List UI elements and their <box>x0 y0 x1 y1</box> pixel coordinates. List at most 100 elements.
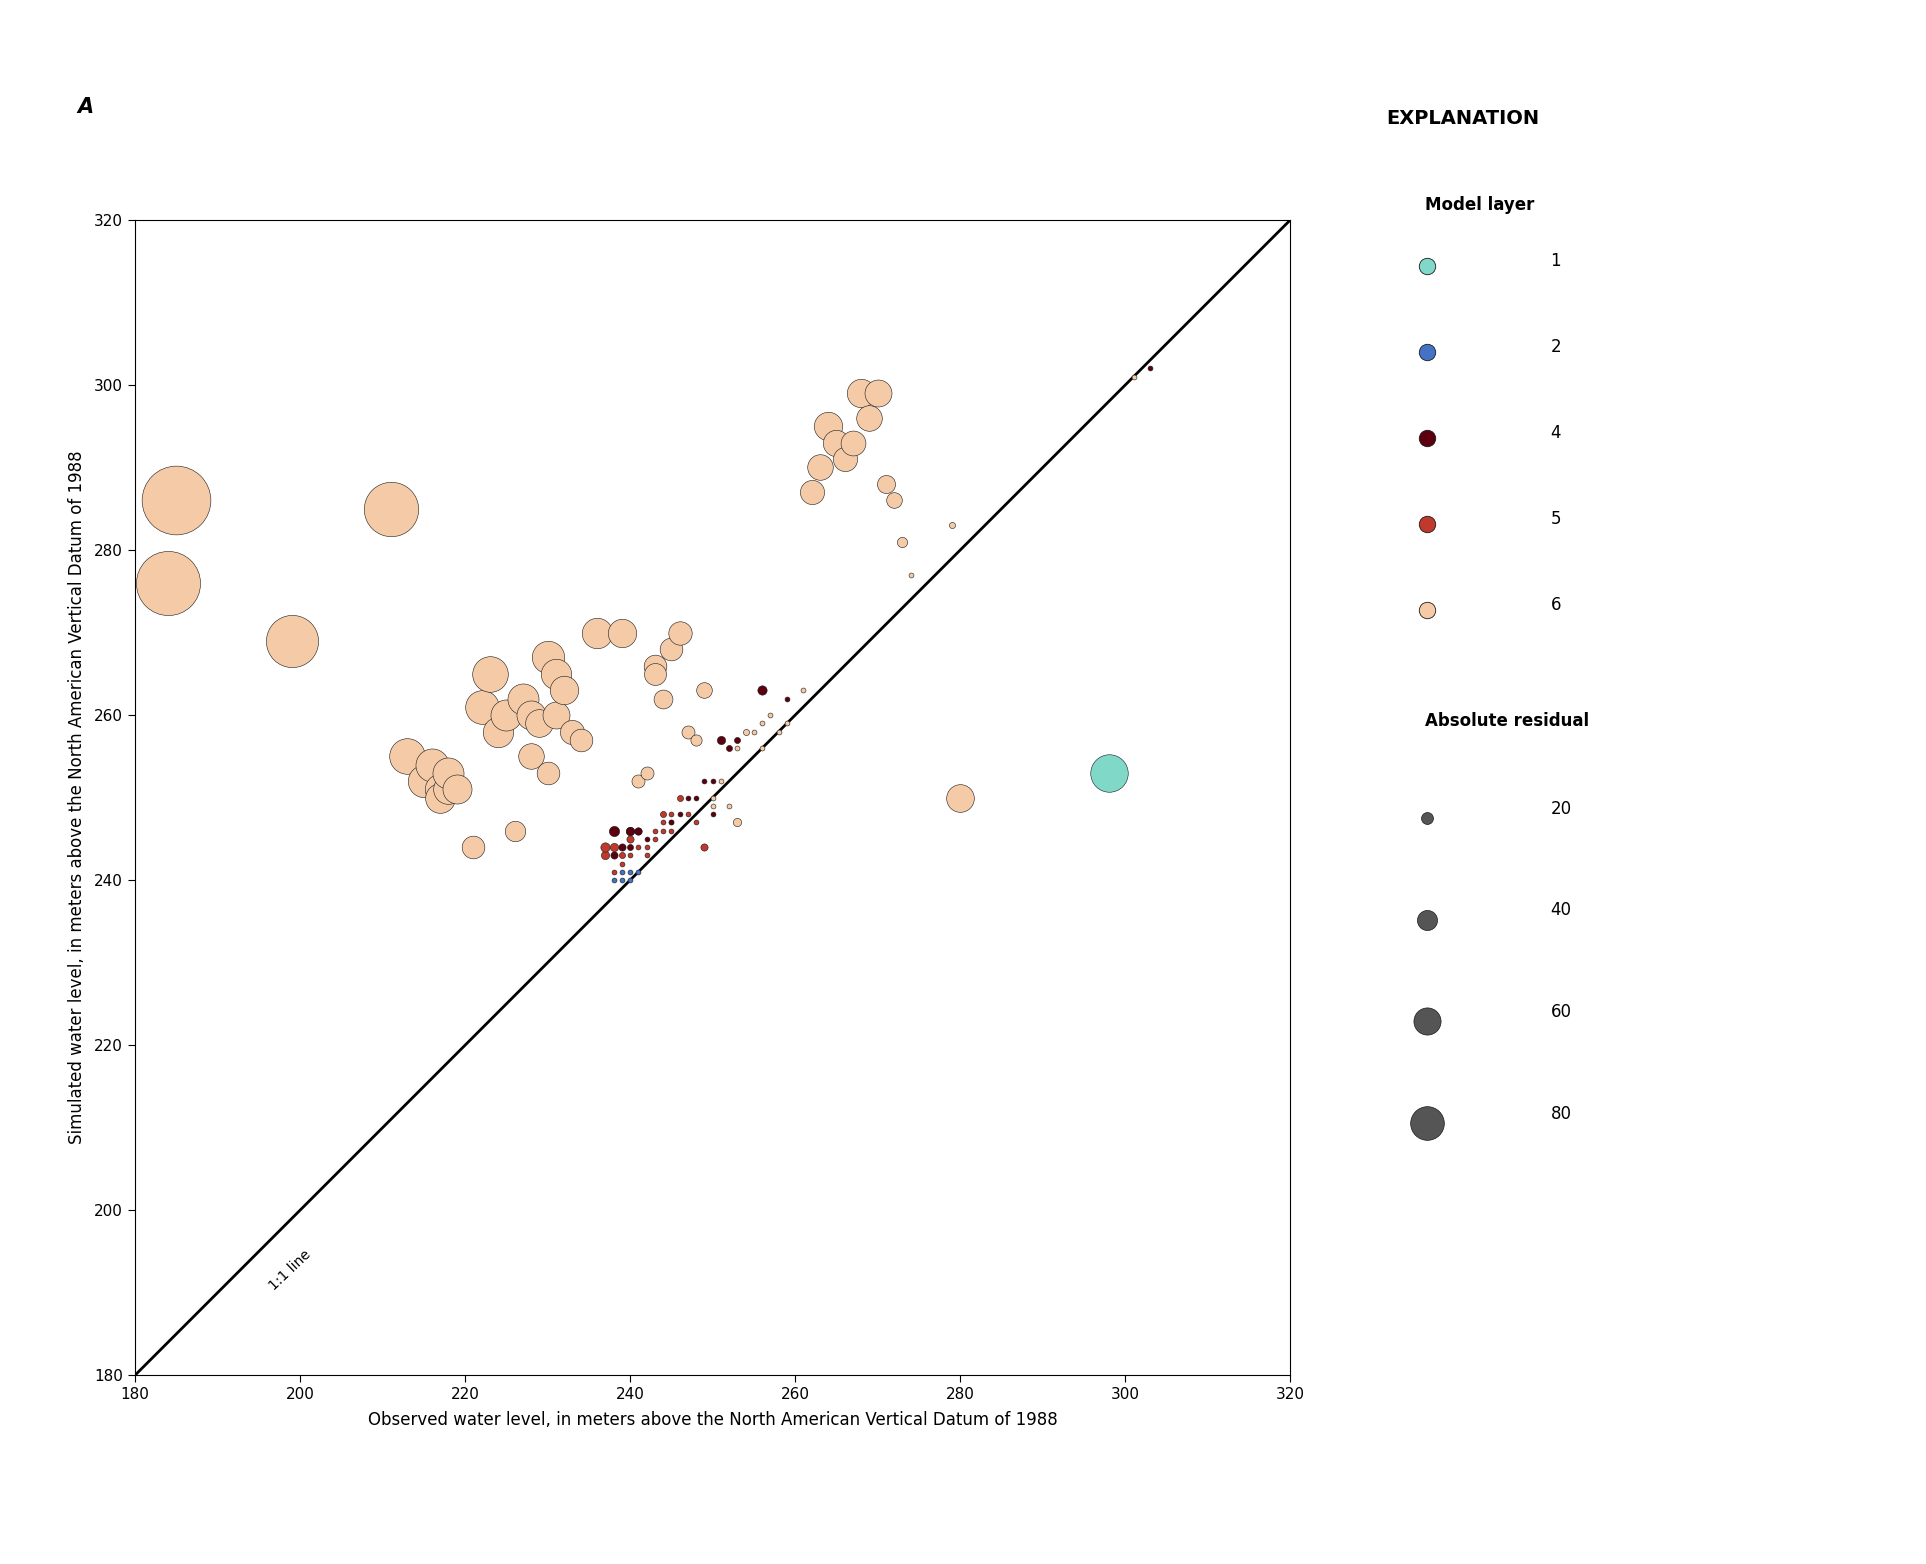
Point <box>639 654 670 679</box>
Point <box>599 835 630 860</box>
Point <box>614 859 645 884</box>
Text: 20: 20 <box>1550 799 1572 818</box>
Text: 1: 1 <box>1550 252 1562 271</box>
Text: 2: 2 <box>1550 338 1562 357</box>
Point <box>664 785 695 810</box>
Point <box>647 818 678 843</box>
Point <box>680 785 711 810</box>
Point <box>863 380 894 405</box>
Point <box>722 810 753 835</box>
Point <box>622 768 653 793</box>
Point <box>516 744 547 769</box>
Point <box>838 430 869 455</box>
Point <box>697 793 728 818</box>
Point <box>622 818 653 843</box>
Point <box>788 677 819 702</box>
Point <box>647 802 678 827</box>
Point <box>532 760 562 785</box>
Point <box>516 702 547 727</box>
Point <box>599 859 630 884</box>
Text: 5: 5 <box>1550 510 1560 529</box>
Text: 1:1 line: 1:1 line <box>268 1247 314 1293</box>
Point <box>772 712 803 737</box>
Point <box>1412 907 1443 932</box>
Point <box>672 719 703 744</box>
Point <box>632 826 663 851</box>
Point <box>614 843 645 868</box>
Point <box>614 868 645 893</box>
Point <box>433 760 464 785</box>
Point <box>614 818 645 843</box>
X-axis label: Observed water level, in meters above the North American Vertical Datum of 1988: Observed water level, in meters above th… <box>368 1411 1057 1428</box>
Point <box>755 702 786 727</box>
Point <box>1119 364 1150 389</box>
Point <box>680 810 711 835</box>
Point <box>657 802 688 827</box>
Point <box>607 835 638 860</box>
Point <box>830 447 861 472</box>
Point <box>936 513 967 538</box>
Point <box>532 644 562 669</box>
Point <box>632 835 663 860</box>
Point <box>1412 1110 1443 1135</box>
Point <box>622 835 653 860</box>
Point <box>1412 805 1443 830</box>
Point <box>1134 357 1165 382</box>
Point <box>672 802 703 827</box>
Point <box>680 727 711 752</box>
Point <box>599 843 630 868</box>
Point <box>408 768 439 793</box>
Point <box>715 793 745 818</box>
Point <box>747 735 778 760</box>
Point <box>690 677 720 702</box>
Point <box>657 810 688 835</box>
Point <box>483 719 514 744</box>
Point <box>795 480 826 505</box>
Point <box>275 629 306 654</box>
Point <box>466 694 497 719</box>
Point <box>1412 253 1443 278</box>
Point <box>853 405 884 430</box>
Point <box>622 818 653 843</box>
Text: EXPLANATION: EXPLANATION <box>1387 109 1541 128</box>
Point <box>614 835 645 860</box>
Point <box>672 785 703 810</box>
Point <box>871 471 901 496</box>
Point <box>820 430 851 455</box>
Point <box>772 687 803 712</box>
Point <box>697 802 728 827</box>
Point <box>690 835 720 860</box>
Point <box>458 835 489 860</box>
Point <box>433 777 464 802</box>
Text: 60: 60 <box>1550 1003 1572 1021</box>
Point <box>474 662 505 687</box>
Point <box>647 687 678 712</box>
Point <box>416 752 447 777</box>
Point <box>589 843 620 868</box>
Point <box>639 662 670 687</box>
Point <box>589 835 620 860</box>
Point <box>1412 1009 1443 1034</box>
Point <box>763 719 794 744</box>
Point <box>657 637 688 662</box>
Point <box>599 868 630 893</box>
Point <box>607 859 638 884</box>
Point <box>376 496 406 521</box>
Point <box>152 571 183 596</box>
Point <box>805 455 836 480</box>
Point <box>846 380 876 405</box>
Point <box>1412 597 1443 622</box>
Point <box>622 859 653 884</box>
Point <box>639 818 670 843</box>
Point <box>697 785 728 810</box>
Text: Model layer: Model layer <box>1425 196 1535 214</box>
Point <box>946 785 976 810</box>
Point <box>557 719 587 744</box>
Point <box>705 768 736 793</box>
Text: Absolute residual: Absolute residual <box>1425 712 1589 730</box>
Point <box>722 727 753 752</box>
Point <box>507 687 537 712</box>
Point <box>564 727 595 752</box>
Point <box>541 662 572 687</box>
Point <box>1094 760 1125 785</box>
